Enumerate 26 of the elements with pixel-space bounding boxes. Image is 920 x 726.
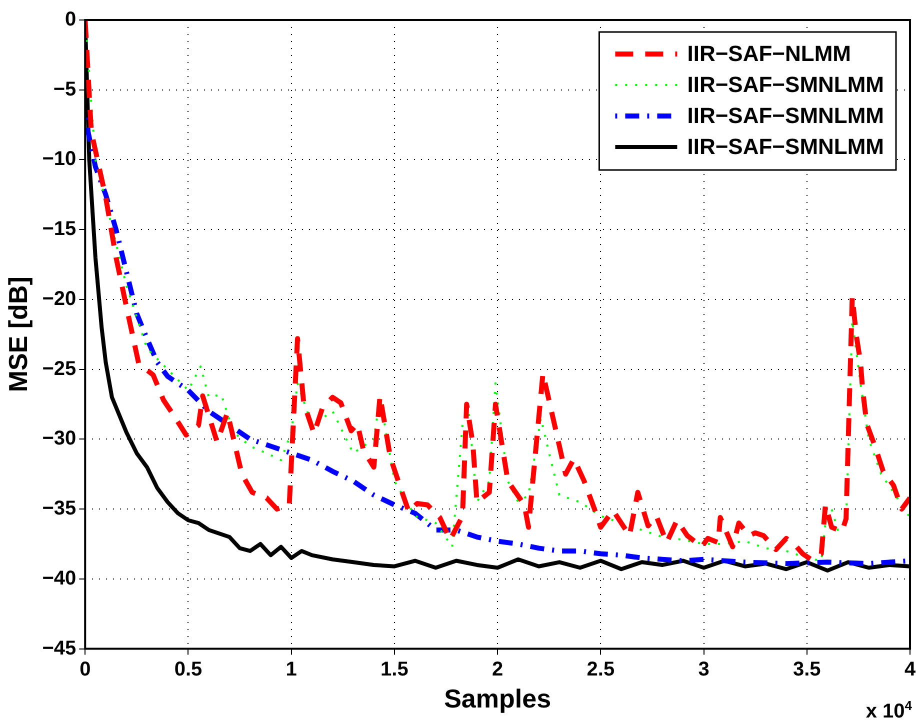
legend-label: IIR−SAF−SMNLMM [687,72,884,98]
y-tick-label: −5 [53,78,76,100]
x-tick-label: 2 [492,658,504,680]
x-tick-label: 0.5 [174,658,202,680]
y-tick-label: −30 [42,428,76,450]
x-tick-label: 4 [904,658,916,680]
x-tick-label: 2.5 [586,658,615,680]
x-tick-label: 3 [698,658,710,680]
text: x 10$^{4}$ [866,698,912,724]
y-tick-label: −40 [42,567,76,590]
x-tick-label: 0 [80,658,91,680]
y-axis-title: MSE [dB] [2,276,33,392]
legend-label: IIR−SAF−NLMM [687,41,852,66]
y-tick-label: −45 [42,637,76,660]
x-tick-label: 1.5 [380,658,408,680]
legend-label: IIR−SAF−SMNLMM [687,103,884,128]
y-tick-label: 0 [65,8,76,31]
y-tick-label: −10 [42,148,76,170]
x-axis-title: Samples [444,684,552,714]
y-tick-label: −35 [42,498,76,520]
x-tick-label: 3.5 [792,658,821,680]
legend-label: IIR−SAF−SMNLMM [687,134,884,160]
y-tick-label: −20 [42,288,76,310]
y-tick-label: −15 [42,218,76,240]
y-tick-label: −25 [42,358,76,380]
x-tick-label: 1 [286,658,297,680]
